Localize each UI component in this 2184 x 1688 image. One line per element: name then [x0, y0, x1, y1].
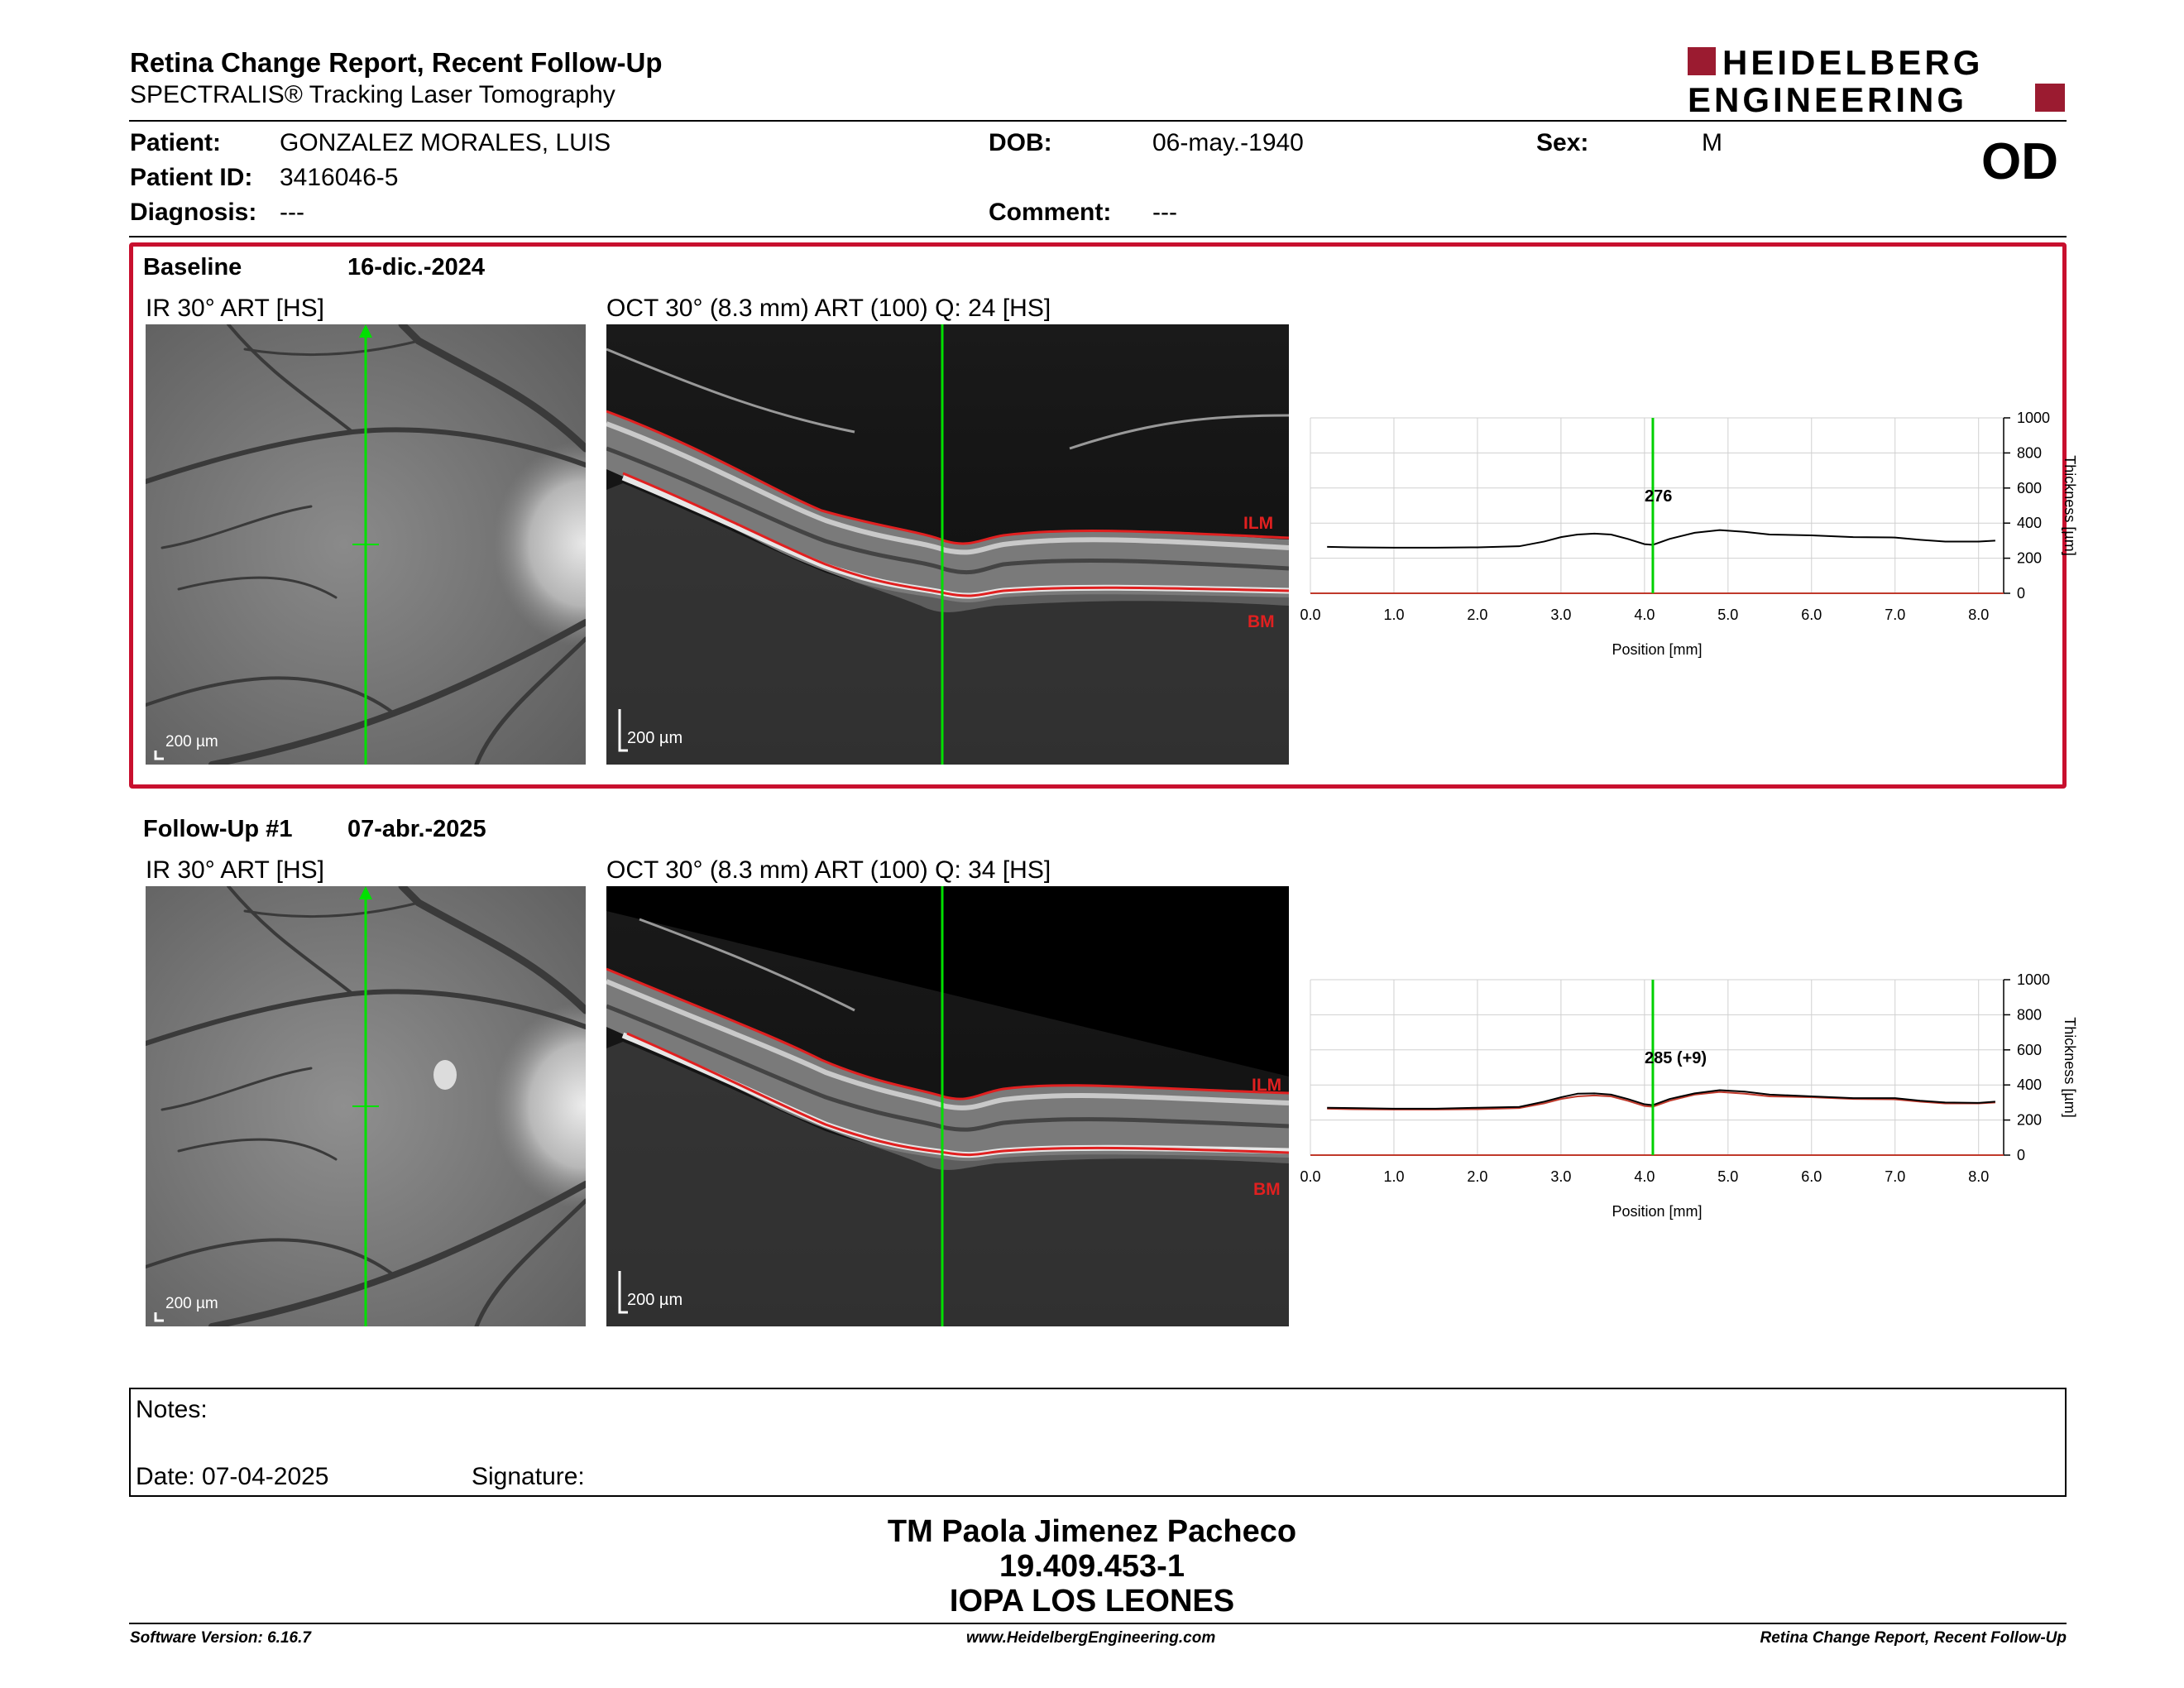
ir-fundus-image[interactable]: 200 µm [146, 886, 586, 1326]
x-tick-label: 7.0 [1885, 1168, 1905, 1185]
footer-divider [129, 1623, 2067, 1624]
y-axis-label: Thickness [µm] [2062, 455, 2076, 555]
x-tick-label: 2.0 [1467, 1168, 1487, 1185]
y-axis-label: Thickness [µm] [2062, 1017, 2076, 1117]
software-version: Software Version: 6.16.7 [130, 1629, 311, 1647]
report-subtitle: SPECTRALIS® Tracking Laser Tomography [130, 81, 615, 108]
x-tick-label: 5.0 [1717, 1168, 1738, 1185]
x-tick-label: 3.0 [1550, 1168, 1571, 1185]
comment-value: --- [1152, 199, 1177, 226]
x-tick-label: 0.0 [1300, 1168, 1320, 1185]
ilm-label: ILM [1252, 1076, 1281, 1095]
ilm-label: ILM [1243, 514, 1273, 533]
signer-institution: IOPA LOS LEONES [949, 1584, 1235, 1618]
x-axis-label: Position [mm] [1612, 1203, 1702, 1220]
signer-name: TM Paola Jimenez Pacheco [887, 1514, 1297, 1549]
y-tick-label: 200 [2017, 1112, 2042, 1129]
y-tick-label: 0 [2017, 1147, 2025, 1163]
oct-image-label: OCT 30° (8.3 mm) ART (100) Q: 24 [HS] [606, 295, 1051, 322]
patient-divider [129, 236, 2067, 237]
x-tick-label: 8.0 [1968, 1168, 1989, 1185]
notes-box[interactable] [129, 1388, 2067, 1497]
ir-scale-bar: 200 µm [165, 733, 218, 750]
sex-value: M [1702, 129, 1722, 156]
heidelberg-logo: HEIDELBERG ENGINEERING [1688, 43, 2068, 119]
y-tick-label: 200 [2017, 550, 2042, 567]
patient-id-label: Patient ID: [130, 164, 253, 191]
y-tick-label: 0 [2017, 585, 2025, 602]
x-tick-label: 6.0 [1801, 1168, 1822, 1185]
exam-name: Follow-Up #1 [143, 816, 293, 842]
comment-label: Comment: [989, 199, 1112, 226]
thickness-readout: 276 [1645, 487, 1673, 506]
oct-bscan-image[interactable]: ILM BM 200 µm [606, 324, 1289, 765]
dob-value: 06-may.-1940 [1152, 129, 1304, 156]
oct-image-label: OCT 30° (8.3 mm) ART (100) Q: 34 [HS] [606, 856, 1051, 884]
ir-fundus-image[interactable]: 200 µm [146, 324, 586, 765]
notes-date: Date: 07-04-2025 [136, 1463, 329, 1490]
y-tick-label: 800 [2017, 1006, 2042, 1023]
website-link[interactable]: www.HeidelbergEngineering.com [966, 1629, 1216, 1647]
x-axis-label: Position [mm] [1612, 641, 1702, 658]
oct-scale-bar: 200 µm [627, 729, 682, 747]
y-tick-label: 1000 [2017, 971, 2050, 988]
dob-label: DOB: [989, 129, 1052, 156]
report-title: Retina Change Report, Recent Follow-Up [130, 47, 663, 78]
x-tick-label: 1.0 [1383, 607, 1404, 623]
x-tick-label: 6.0 [1801, 607, 1822, 623]
thickness-series-line [1327, 529, 1995, 549]
ir-image-label: IR 30° ART [HS] [146, 856, 324, 884]
header-divider [129, 120, 2067, 122]
oct-scale-bar: 200 µm [627, 1291, 682, 1309]
signature-label: Signature: [472, 1463, 585, 1490]
x-tick-label: 7.0 [1885, 607, 1905, 623]
exam-date: 16-dic.-2024 [347, 254, 486, 281]
y-tick-label: 1000 [2017, 410, 2050, 426]
oct-bscan-image[interactable]: ILM BM 200 µm [606, 886, 1289, 1326]
thickness-series-line [1327, 1089, 1995, 1110]
thickness-chart: 0.0 1.0 2.0 3.0 4.0 5.0 6.0 7.0 8.0 0 200 400 600 800… [1299, 410, 2076, 683]
x-tick-label: 4.0 [1634, 1168, 1655, 1185]
exam-name: Baseline [143, 254, 242, 281]
exam-date: 07-abr.-2025 [347, 816, 486, 842]
x-tick-label: 8.0 [1968, 607, 1989, 623]
thickness-chart: 0.0 1.0 2.0 3.0 4.0 5.0 6.0 7.0 8.0 0 200 400 600 800… [1299, 971, 2076, 1244]
notes-label: Notes: [136, 1396, 208, 1423]
sex-label: Sex: [1536, 129, 1589, 156]
diagnosis-value: --- [280, 199, 304, 226]
thickness-readout: 285 (+9) [1645, 1049, 1707, 1067]
baseline-highlight-box [129, 242, 2067, 789]
y-tick-label: 600 [2017, 1042, 2042, 1058]
patient-id: 3416046-5 [280, 164, 399, 191]
y-tick-label: 400 [2017, 1077, 2042, 1093]
x-tick-label: 3.0 [1550, 607, 1571, 623]
y-tick-label: 600 [2017, 480, 2042, 496]
y-tick-label: 800 [2017, 444, 2042, 461]
patient-label: Patient: [130, 129, 222, 156]
y-tick-label: 400 [2017, 515, 2042, 531]
thickness-series-line [1327, 1091, 1995, 1110]
x-tick-label: 1.0 [1383, 1168, 1404, 1185]
logo-line2: ENGINEERING [1688, 80, 1967, 117]
x-tick-label: 5.0 [1717, 607, 1738, 623]
x-tick-label: 2.0 [1467, 607, 1487, 623]
footer-report-title: Retina Change Report, Recent Follow-Up [1760, 1629, 2067, 1647]
ir-image-label: IR 30° ART [HS] [146, 295, 324, 322]
ir-scale-bar: 200 µm [165, 1295, 218, 1312]
logo-line1: HEIDELBERG [1722, 46, 1983, 82]
bm-label: BM [1253, 1180, 1281, 1199]
signer-rut: 19.409.453-1 [999, 1549, 1185, 1584]
eye-indicator: OD [1981, 133, 2058, 190]
x-tick-label: 0.0 [1300, 607, 1320, 623]
bm-label: BM [1248, 612, 1275, 631]
patient-name: GONZALEZ MORALES, LUIS [280, 129, 611, 156]
x-tick-label: 4.0 [1634, 607, 1655, 623]
diagnosis-label: Diagnosis: [130, 199, 257, 226]
